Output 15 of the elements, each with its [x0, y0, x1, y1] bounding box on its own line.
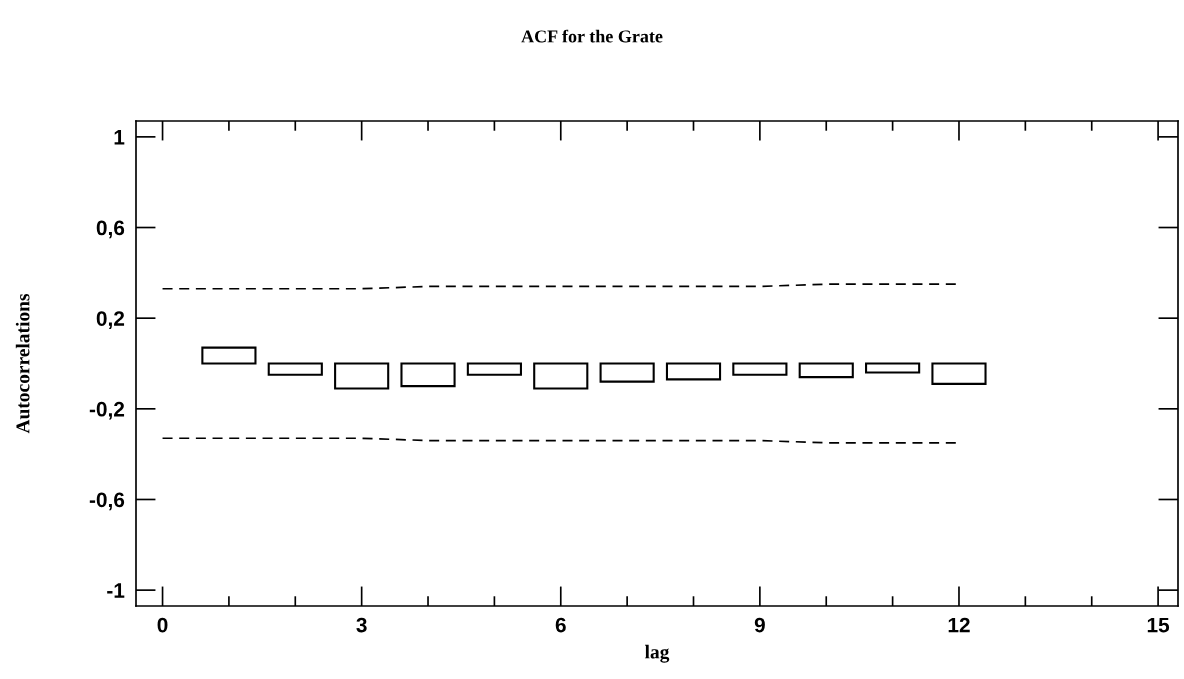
x-tick-label: 6 [555, 617, 566, 633]
y-tick-label: 0,2 [96, 311, 125, 329]
y-tick-label: 1 [114, 130, 125, 145]
y-axis-title: Autocorrelations [15, 293, 30, 434]
chart-title: ACF for the Grate [521, 29, 663, 43]
x-tick-label: 15 [1147, 617, 1170, 633]
y-tick-label: -1 [107, 583, 125, 598]
x-tick-label: 12 [948, 617, 970, 633]
y-tick-label: -0,6 [89, 492, 125, 511]
x-tick-label: 0 [157, 617, 168, 633]
y-tick-label: -0,2 [89, 401, 125, 420]
x-axis-title: lag [644, 644, 670, 663]
x-tick-label: 9 [754, 617, 765, 633]
x-tick-label: 3 [356, 617, 367, 633]
y-tick-label: 0,6 [96, 220, 125, 239]
